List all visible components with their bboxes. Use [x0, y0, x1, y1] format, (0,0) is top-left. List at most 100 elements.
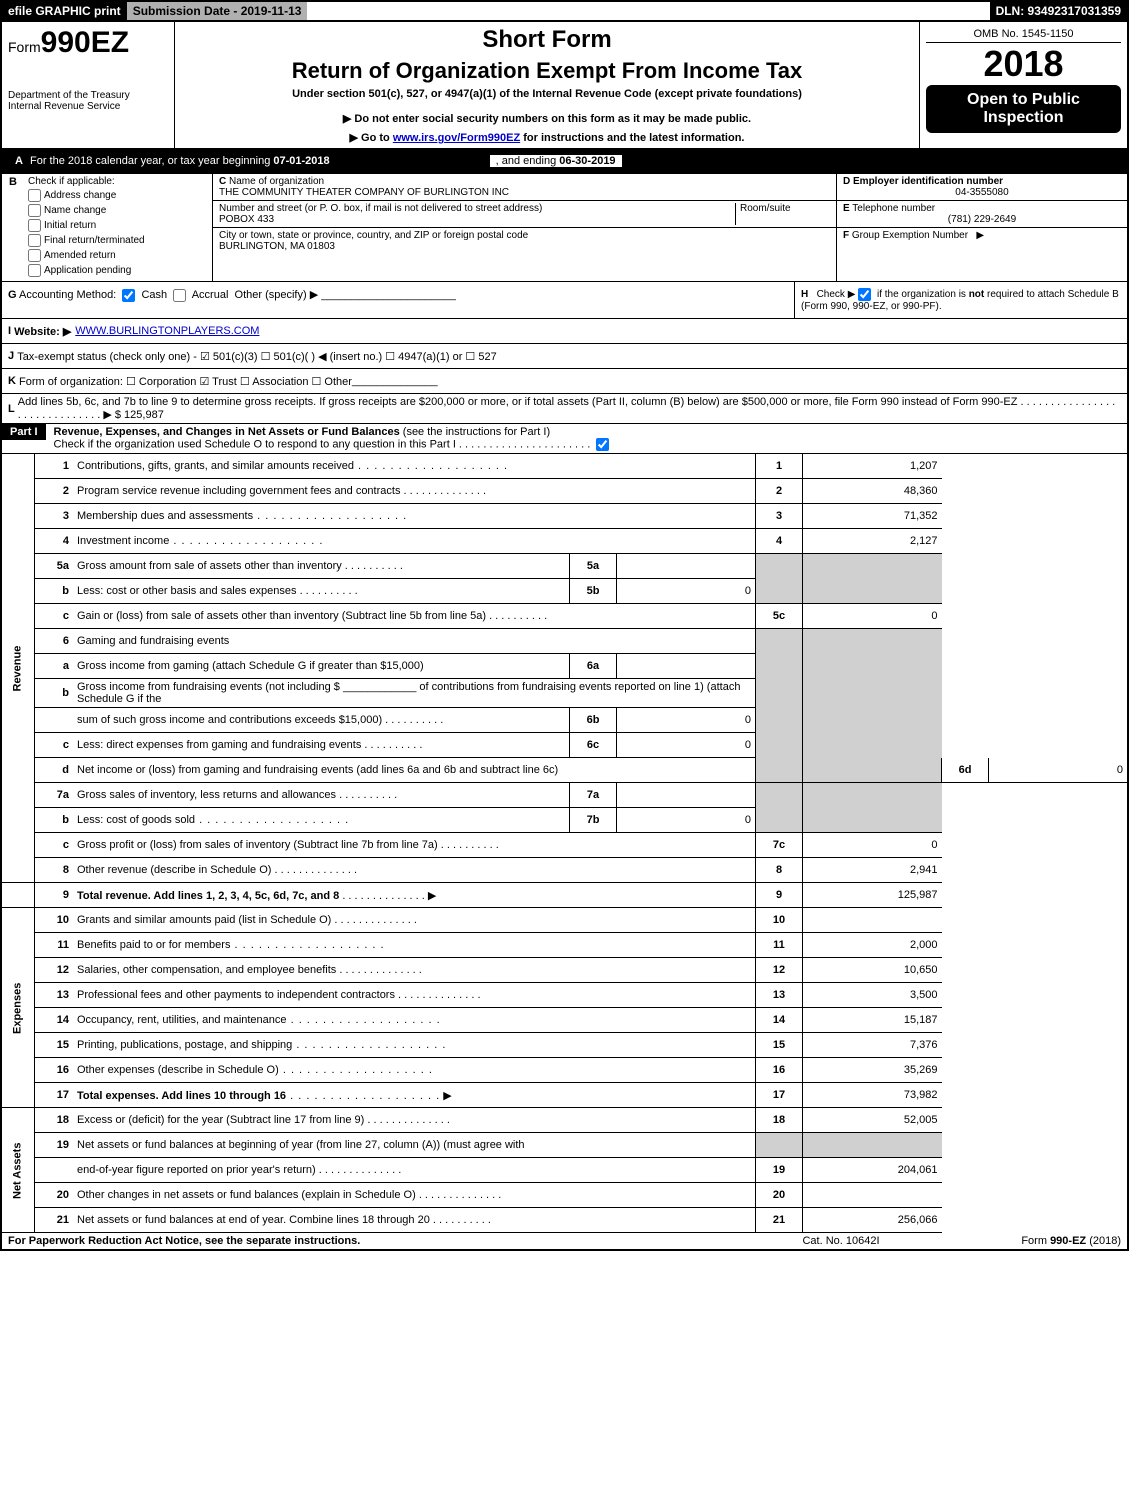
website-link[interactable]: WWW.BURLINGTONPLAYERS.COM [75, 325, 259, 337]
room-suite-label: Room/suite [735, 203, 830, 225]
note-goto: ▶ Go to www.irs.gov/Form990EZ for instru… [181, 131, 913, 144]
table-row: 7a Gross sales of inventory, less return… [1, 783, 1128, 808]
short-form-title: Short Form [181, 26, 913, 54]
line-15-value: 7,376 [803, 1033, 942, 1058]
table-row: c Gross profit or (loss) from sales of i… [1, 833, 1128, 858]
table-row: Net Assets 18 Excess or (deficit) for th… [1, 1108, 1128, 1133]
line-1-value: 1,207 [803, 454, 942, 479]
section-g-h: G Accounting Method: Cash Accrual Other … [0, 282, 1129, 319]
section-a-row: A For the 2018 calendar year, or tax yea… [0, 149, 1129, 174]
cb-address-change[interactable]: Address change [28, 189, 208, 202]
paperwork-notice: For Paperwork Reduction Act Notice, see … [8, 1235, 741, 1247]
dln-label: DLN: 93492317031359 [990, 2, 1127, 20]
dept-label: Department of the Treasury [8, 90, 168, 101]
line-20-value [803, 1183, 942, 1208]
table-row: 19 Net assets or fund balances at beginn… [1, 1133, 1128, 1158]
org-name: THE COMMUNITY THEATER COMPANY OF BURLING… [219, 187, 509, 198]
part-1-header-row: Part I Revenue, Expenses, and Changes in… [0, 424, 1129, 454]
form-number: 990EZ [41, 26, 129, 59]
table-row: 6 Gaming and fundraising events [1, 629, 1128, 654]
line-16-value: 35,269 [803, 1058, 942, 1083]
section-l-gross-receipts: L Add lines 5b, 6c, and 7b to line 9 to … [0, 394, 1129, 424]
line-7a-value [617, 783, 756, 808]
submission-date: Submission Date - 2019-11-13 [127, 2, 308, 20]
cb-schedule-o[interactable] [596, 438, 609, 451]
line-10-value [803, 908, 942, 933]
line-14-value: 15,187 [803, 1008, 942, 1033]
cat-number: Cat. No. 10642I [741, 1235, 941, 1247]
form-footer-id: Form 990-EZ (2018) [941, 1235, 1121, 1247]
accounting-method: G Accounting Method: Cash Accrual Other … [2, 282, 794, 318]
line-18-value: 52,005 [803, 1108, 942, 1133]
form-of-org: Form of organization: ☐ Corporation ☑ Tr… [19, 375, 352, 388]
line-4-value: 2,127 [803, 529, 942, 554]
line-8-value: 2,941 [803, 858, 942, 883]
cb-accrual[interactable] [173, 289, 186, 302]
right-info-column: D Employer identification number 04-3555… [836, 174, 1127, 281]
revenue-side-label: Revenue [1, 454, 35, 883]
net-assets-side-label: Net Assets [1, 1108, 35, 1233]
check-applicable-heading: Check if applicable: [28, 176, 208, 187]
table-row: sum of such gross income and contributio… [1, 708, 1128, 733]
subtitle: Under section 501(c), 527, or 4947(a)(1)… [181, 88, 913, 100]
top-bar: efile GRAPHIC print Submission Date - 20… [0, 0, 1129, 22]
irs-label: Internal Revenue Service [8, 101, 168, 112]
title-block: Short Form Return of Organization Exempt… [175, 22, 919, 148]
main-table: Revenue 1 Contributions, gifts, grants, … [0, 454, 1129, 1233]
cb-amended-return[interactable]: Amended return [28, 249, 208, 262]
table-row: 2 Program service revenue including gove… [1, 479, 1128, 504]
table-row: Expenses 10 Grants and similar amounts p… [1, 908, 1128, 933]
cb-schedule-b[interactable] [858, 288, 871, 301]
tax-exempt-status: Tax-exempt status (check only one) - ☑ 5… [17, 350, 497, 363]
table-row: 15 Printing, publications, postage, and … [1, 1033, 1128, 1058]
org-name-cell: C Name of organization THE COMMUNITY THE… [213, 174, 836, 201]
table-row: end-of-year figure reported on prior yea… [1, 1158, 1128, 1183]
table-row: 11 Benefits paid to or for members 11 2,… [1, 933, 1128, 958]
table-row: 4 Investment income 4 2,127 [1, 529, 1128, 554]
table-row: 16 Other expenses (describe in Schedule … [1, 1058, 1128, 1083]
table-row: 5a Gross amount from sale of assets othe… [1, 554, 1128, 579]
city-state-zip: BURLINGTON, MA 01803 [219, 241, 335, 252]
section-k-org-form: K Form of organization: ☐ Corporation ☑ … [0, 369, 1129, 394]
table-row: Revenue 1 Contributions, gifts, grants, … [1, 454, 1128, 479]
table-row: 3 Membership dues and assessments 3 71,3… [1, 504, 1128, 529]
line-6a-value [617, 654, 756, 679]
line-5c-value: 0 [803, 604, 942, 629]
org-info-column: C Name of organization THE COMMUNITY THE… [212, 174, 836, 281]
table-row: 21 Net assets or fund balances at end of… [1, 1208, 1128, 1233]
section-a-label: A [8, 153, 30, 169]
table-row: b Less: cost of goods sold 7b 0 [1, 808, 1128, 833]
cb-final-return[interactable]: Final return/terminated [28, 234, 208, 247]
sections-b-f: B Check if applicable: Address change Na… [0, 174, 1129, 282]
line-19-value: 204,061 [803, 1158, 942, 1183]
table-row: 8 Other revenue (describe in Schedule O)… [1, 858, 1128, 883]
table-row: b Less: cost or other basis and sales ex… [1, 579, 1128, 604]
section-b-label: B [2, 174, 24, 281]
cb-cash[interactable] [122, 289, 135, 302]
form-prefix: Form [8, 39, 41, 55]
expenses-side-label: Expenses [1, 908, 35, 1108]
cb-initial-return[interactable]: Initial return [28, 219, 208, 232]
footer-row: For Paperwork Reduction Act Notice, see … [0, 1233, 1129, 1251]
cb-application-pending[interactable]: Application pending [28, 264, 208, 277]
tax-year: 2018 [926, 43, 1121, 85]
table-row: c Gain or (loss) from sale of assets oth… [1, 604, 1128, 629]
line-6b-value: 0 [617, 708, 756, 733]
omb-number: OMB No. 1545-1150 [926, 26, 1121, 43]
note-ssn: Do not enter social security numbers on … [181, 112, 913, 125]
schedule-b-check: H Check ▶ if the organization is not req… [794, 282, 1127, 318]
table-row: 20 Other changes in net assets or fund b… [1, 1183, 1128, 1208]
line-13-value: 3,500 [803, 983, 942, 1008]
part-1-title: Revenue, Expenses, and Changes in Net As… [54, 426, 400, 438]
irs-link[interactable]: www.irs.gov/Form990EZ [393, 132, 520, 144]
line-3-value: 71,352 [803, 504, 942, 529]
cb-name-change[interactable]: Name change [28, 204, 208, 217]
open-public-badge: Open to Public Inspection [926, 85, 1121, 133]
phone-value: (781) 229-2649 [843, 214, 1121, 225]
table-row: 12 Salaries, other compensation, and emp… [1, 958, 1128, 983]
line-6c-value: 0 [617, 733, 756, 758]
line-6d-value: 0 [989, 758, 1129, 783]
line-11-value: 2,000 [803, 933, 942, 958]
street-address: POBOX 433 [219, 214, 274, 225]
line-12-value: 10,650 [803, 958, 942, 983]
